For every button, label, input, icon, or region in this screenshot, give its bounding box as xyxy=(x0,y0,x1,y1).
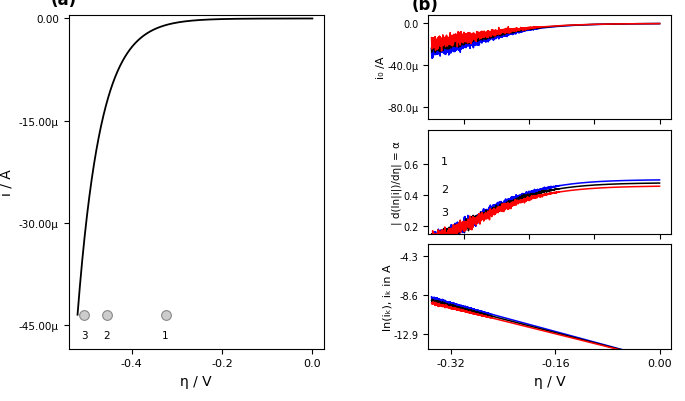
Text: (b): (b) xyxy=(411,0,438,14)
Text: 2: 2 xyxy=(103,330,110,340)
Y-axis label: ln(iₖ), iₖ in A: ln(iₖ), iₖ in A xyxy=(382,263,393,330)
Text: 1: 1 xyxy=(162,330,169,340)
Text: 1: 1 xyxy=(441,157,448,166)
Y-axis label: | d(ln|i|)/dη| = α: | d(ln|i|)/dη| = α xyxy=(391,141,402,224)
Y-axis label: i₀ /A: i₀ /A xyxy=(376,57,386,79)
Text: 3: 3 xyxy=(81,330,88,340)
Y-axis label: i / A: i / A xyxy=(0,169,13,196)
Text: 2: 2 xyxy=(441,184,449,194)
X-axis label: η / V: η / V xyxy=(180,374,212,388)
Text: (a): (a) xyxy=(51,0,77,9)
X-axis label: η / V: η / V xyxy=(534,374,566,388)
Text: 3: 3 xyxy=(441,208,448,218)
